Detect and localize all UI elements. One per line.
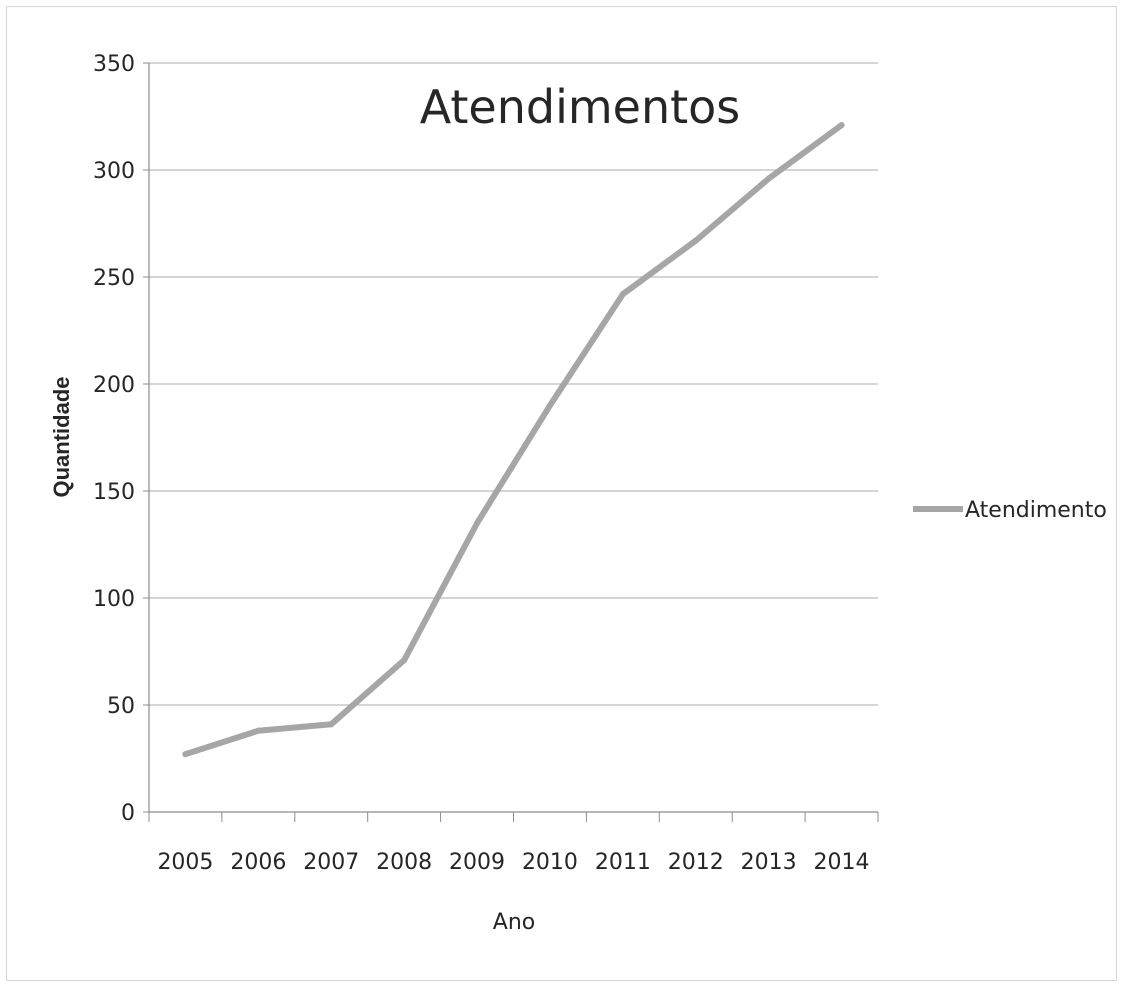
- y-tick-label: 250: [93, 266, 135, 291]
- axes: [143, 62, 879, 822]
- data-point: [838, 122, 845, 129]
- chart-frame: 0 50 100 150 200 250 300 350 2005 2006 2007 2008 20…: [6, 6, 1117, 981]
- y-tick-label: 50: [107, 694, 135, 719]
- y-tick-label: 0: [121, 801, 135, 826]
- data-point: [255, 727, 262, 734]
- data-point: [401, 657, 408, 664]
- x-tick-label: 2013: [741, 850, 797, 875]
- chart-title: Atendimentos: [420, 80, 741, 134]
- x-tick-label: 2011: [595, 850, 651, 875]
- y-tick-label: 150: [93, 480, 135, 505]
- y-tick-label: 200: [93, 373, 135, 398]
- data-point: [546, 402, 553, 409]
- x-tick-label: 2006: [230, 850, 286, 875]
- x-tick-labels: 2005 2006 2007 2008 2009 2010 2011 2012 2013 2014: [157, 850, 869, 875]
- x-tick-label: 2014: [814, 850, 870, 875]
- series-line: [182, 122, 845, 758]
- data-point: [328, 721, 335, 728]
- x-tick-label: 2005: [157, 850, 213, 875]
- y-tick-label: 350: [93, 52, 135, 77]
- data-point: [765, 175, 772, 182]
- legend: Atendimento: [913, 498, 1107, 523]
- y-axis-title: Quantidade: [49, 376, 74, 497]
- y-tick-label: 300: [93, 159, 135, 184]
- x-axis-title: Ano: [493, 910, 535, 935]
- x-tick-label: 2008: [376, 850, 432, 875]
- data-point: [692, 237, 699, 244]
- series-lines: [182, 122, 845, 758]
- y-tick-labels: 0 50 100 150 200 250 300 350: [93, 52, 135, 826]
- x-tick-label: 2012: [668, 850, 724, 875]
- x-tick-label: 2009: [449, 850, 505, 875]
- y-tick-label: 100: [93, 587, 135, 612]
- data-point: [474, 520, 481, 527]
- x-tick-label: 2010: [522, 850, 578, 875]
- gridlines: [149, 62, 878, 706]
- x-tick-label: 2007: [303, 850, 359, 875]
- data-point: [182, 751, 189, 758]
- legend-label: Atendimento: [965, 498, 1107, 523]
- data-point: [619, 291, 626, 298]
